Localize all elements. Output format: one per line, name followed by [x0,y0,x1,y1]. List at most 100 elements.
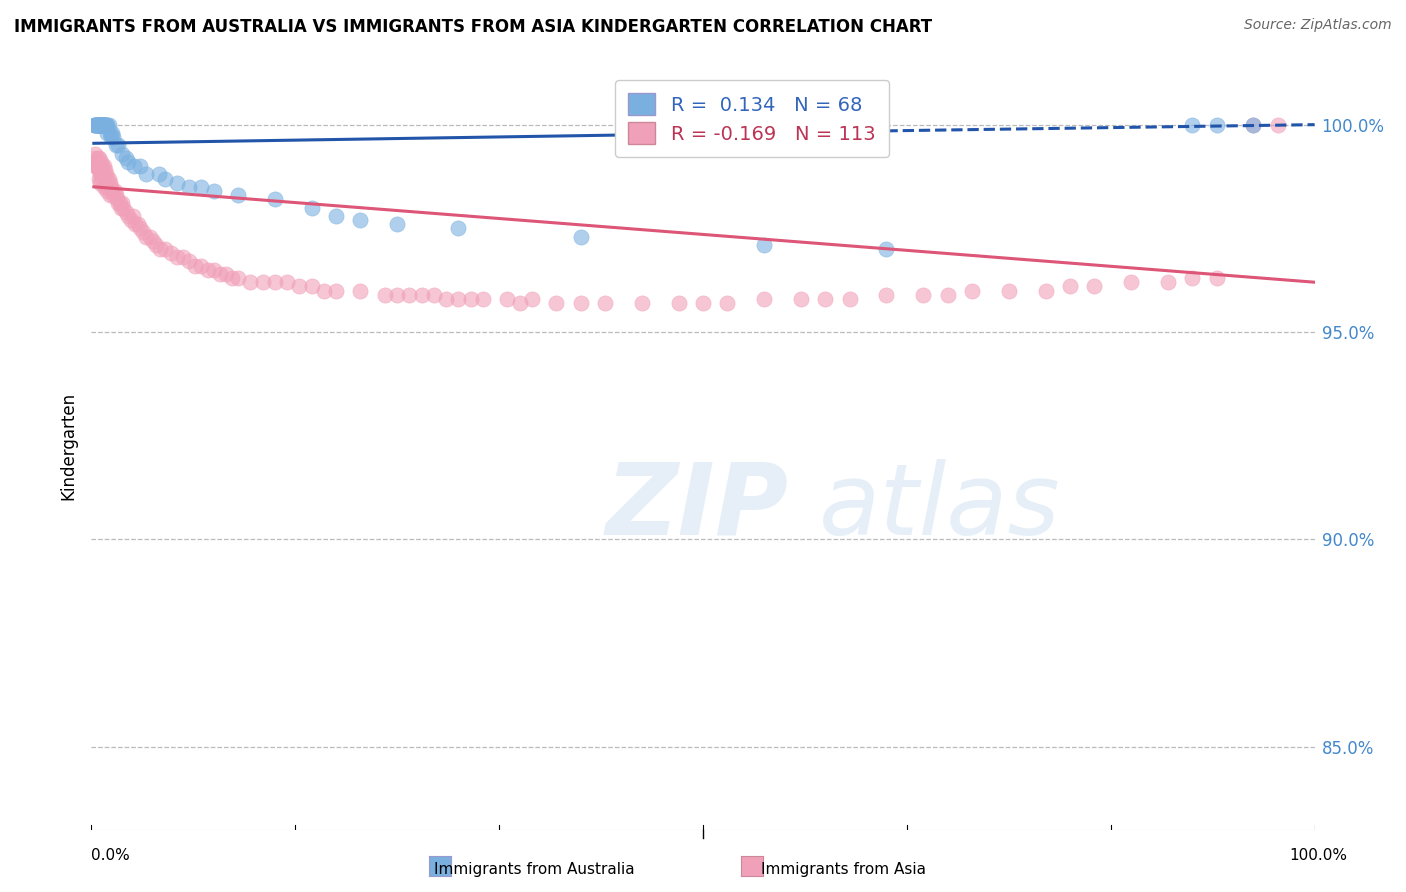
Point [93,118,115,132]
Point [90,163,112,178]
Point [124,217,146,231]
Text: Immigrants from Asia: Immigrants from Asia [761,863,927,877]
Point [135,168,157,182]
Point [110,201,132,215]
Point [1205,271,1227,285]
Point [98,176,121,190]
Point [208,267,231,281]
Point [83,151,105,165]
Text: ZIP: ZIP [605,458,789,556]
Point [139,229,162,244]
Point [111,146,134,161]
Point [89,118,111,132]
Point [149,242,172,256]
Text: IMMIGRANTS FROM AUSTRALIA VS IMMIGRANTS FROM ASIA KINDERGARTEN CORRELATION CHART: IMMIGRANTS FROM AUSTRALIA VS IMMIGRANTS … [14,18,932,36]
Point [94,118,117,132]
Point [1157,275,1180,289]
Point [301,279,323,293]
Point [716,296,738,310]
Point [190,179,212,194]
Point [875,287,898,301]
Point [94,118,117,132]
Point [101,126,124,140]
Point [692,296,714,310]
Point [312,284,335,298]
Point [87,118,110,132]
Point [1083,279,1105,293]
Point [374,287,396,301]
Point [385,217,409,231]
Text: 100.0%: 100.0% [1289,848,1347,863]
Point [84,118,107,132]
Point [202,262,225,277]
Point [104,184,127,198]
Point [94,168,117,182]
Point [145,238,167,252]
Text: Source: ZipAtlas.com: Source: ZipAtlas.com [1244,18,1392,32]
Point [411,287,433,301]
Point [1181,118,1204,132]
Point [86,118,108,132]
Point [93,118,115,132]
Point [84,155,107,169]
Y-axis label: Kindergarten: Kindergarten [59,392,77,500]
Point [94,118,117,132]
Point [141,234,163,248]
Text: Immigrants from Australia: Immigrants from Australia [434,863,634,877]
Point [1205,118,1227,132]
Point [179,179,201,194]
Point [668,296,690,310]
Point [111,196,134,211]
Point [325,209,347,223]
Point [1121,275,1143,289]
Point [398,287,420,301]
Point [423,287,446,301]
Point [1267,118,1289,132]
Point [87,171,110,186]
Point [197,262,219,277]
Point [96,126,118,140]
Point [107,138,129,153]
Point [122,209,145,223]
Point [84,118,107,132]
Point [936,287,959,301]
Point [569,229,592,244]
Point [496,292,519,306]
Point [190,259,212,273]
Point [103,188,125,202]
Point [90,118,112,132]
Point [1035,284,1057,298]
Point [90,118,112,132]
Point [107,196,129,211]
Point [100,130,122,145]
Point [129,159,152,173]
Point [89,118,111,132]
Point [264,275,287,289]
Point [434,292,457,306]
Point [89,176,111,190]
Point [87,151,110,165]
Point [166,176,188,190]
Point [349,284,371,298]
Point [84,118,107,132]
Point [1059,279,1081,293]
Point [90,118,112,132]
Point [148,168,170,182]
Point [135,229,157,244]
Point [385,287,409,301]
Point [91,118,114,132]
Point [86,118,108,132]
Point [104,138,127,153]
Point [120,213,142,227]
Point [101,184,124,198]
Point [325,284,347,298]
Point [90,155,112,169]
Point [838,292,860,306]
Point [96,118,118,132]
Point [86,118,108,132]
Point [84,159,107,173]
Point [93,159,115,173]
Point [98,126,121,140]
Point [89,118,111,132]
Point [153,242,176,256]
